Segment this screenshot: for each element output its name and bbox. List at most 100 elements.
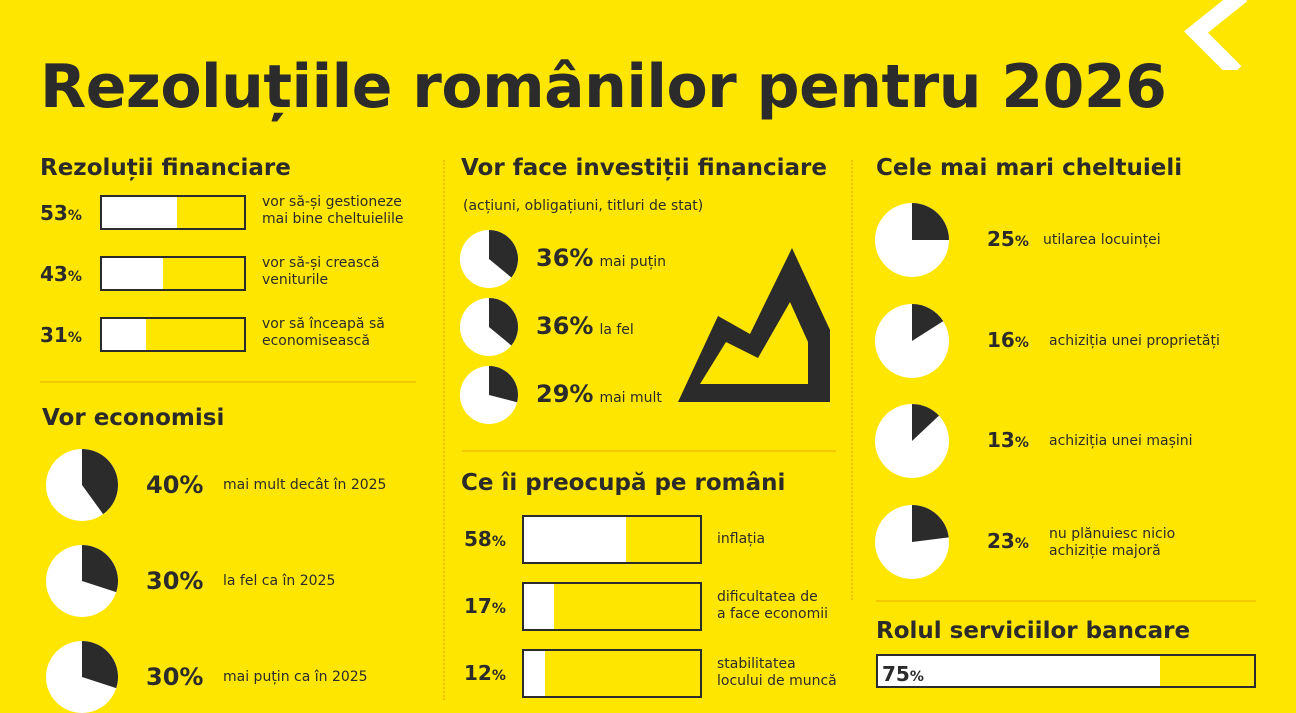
expense-label-3-line: nu plănuiesc nicio	[1049, 526, 1176, 542]
resolution-value-0-value: 53	[40, 201, 68, 225]
worry-value-0-unit: %	[491, 534, 506, 550]
resolution-value-2-value: 31	[40, 323, 68, 347]
mountain-icon	[678, 248, 830, 402]
resolution-value-0-unit: %	[67, 208, 82, 224]
chart-3-subtitle: (acțiuni, obligațiuni, titluri de stat)	[463, 198, 704, 214]
worry-label-1-line: a face economii	[717, 606, 829, 622]
invest-value-2-unit: %	[569, 380, 594, 408]
invest-value-0: 36% mai puțin	[536, 244, 666, 272]
invest-value-1-number: 36	[536, 312, 570, 340]
save-value-2-unit: %	[179, 663, 204, 691]
expense-pie-1-slice	[912, 304, 944, 341]
column-divider-1	[443, 160, 445, 700]
invest-pie-1-slice	[489, 298, 518, 346]
resolution-bar-1	[100, 256, 246, 291]
resolution-bar-0	[100, 195, 246, 230]
save-pie-1	[46, 545, 118, 617]
worry-bar-1	[522, 582, 702, 631]
expense-value-1: 16%	[987, 328, 1029, 352]
expense-label-1-line: achiziția unei proprietăți	[1049, 333, 1220, 349]
column-divider-2	[851, 160, 853, 600]
resolution-label-0-line: vor să-și gestioneze	[262, 194, 402, 210]
resolution-value-1-value: 43	[40, 262, 68, 286]
resolution-label-1-line: vor să-și crească	[262, 255, 380, 271]
expense-value-2-unit: %	[1014, 435, 1029, 451]
worry-value-0-value: 58	[464, 527, 492, 551]
expense-label-0-line: utilarea locuinței	[1043, 232, 1161, 248]
expense-label-0: utilarea locuinței	[1043, 232, 1161, 249]
save-value-2: 30%	[146, 663, 203, 691]
expense-value-2: 13%	[987, 428, 1029, 452]
worry-label-2-line: stabilitatea	[717, 656, 796, 672]
chart-2-title: Vor economisi	[42, 405, 225, 431]
banking-value-0-value: 75	[882, 662, 910, 686]
banking-bar-0-fill	[878, 656, 1160, 686]
expense-pie-0-slice	[912, 203, 949, 240]
expense-pie-3	[875, 505, 949, 579]
resolution-label-2-line: vor să înceapă să	[262, 316, 385, 332]
save-value-0-value: 40	[146, 471, 180, 499]
expense-label-1: achiziția unei proprietăți	[1049, 333, 1220, 350]
expense-pie-3-slice	[912, 505, 949, 542]
resolution-bar-0-fill	[102, 197, 178, 228]
expense-label-3-line: achiziție majoră	[1049, 543, 1161, 559]
save-label-2: mai puțin ca în 2025	[223, 669, 368, 685]
expense-value-3-unit: %	[1014, 536, 1029, 552]
save-value-0: 40%	[146, 471, 203, 499]
invest-value-2: 29% mai mult	[536, 380, 662, 408]
worry-bar-2	[522, 649, 702, 698]
invest-label-0: mai puțin	[599, 254, 667, 270]
worry-label-0-line: inflația	[717, 531, 766, 547]
expense-value-3-value: 23	[987, 529, 1015, 553]
save-label-0: mai mult decât în 2025	[223, 477, 387, 493]
chevron-left-icon	[1184, 0, 1248, 70]
expense-label-2-line: achiziția unei mașini	[1049, 433, 1193, 449]
chart-6-title: Rolul serviciilor bancare	[876, 618, 1191, 644]
worry-label-2-line: locului de muncă	[717, 673, 837, 689]
save-value-1-unit: %	[179, 567, 204, 595]
chart-4-title: Ce îi preocupă pe români	[461, 470, 786, 496]
worry-value-2: 12%	[464, 661, 506, 685]
worry-label-1-line: dificultatea de	[717, 589, 818, 605]
invest-value-1: 36% la fel	[536, 312, 634, 340]
worry-value-1: 17%	[464, 594, 506, 618]
expense-value-3: 23%	[987, 529, 1029, 553]
resolution-bar-2	[100, 317, 246, 352]
expense-value-1-unit: %	[1014, 335, 1029, 351]
worry-value-1-unit: %	[491, 601, 506, 617]
invest-label-2: mai mult	[599, 390, 662, 406]
invest-label-1: la fel	[599, 322, 634, 338]
worry-bar-2-fill	[524, 651, 546, 696]
resolution-label-1: vor să-și crească veniturile	[262, 255, 380, 289]
resolution-value-0: 53%	[40, 201, 82, 225]
invest-pie-2-slice	[489, 366, 518, 403]
worry-label-2: stabilitatea locului de muncă	[717, 656, 837, 690]
resolution-label-0-line: mai bine cheltuielile	[262, 211, 404, 227]
banking-value-0: 75%	[882, 662, 924, 686]
invest-pie-0	[460, 230, 518, 288]
expense-value-0: 25%	[987, 227, 1029, 251]
chart-3-title: Vor face investiții financiare	[461, 155, 827, 181]
worry-bar-1-fill	[524, 584, 554, 629]
invest-value-0-number: 36	[536, 244, 570, 272]
resolution-bar-2-fill	[102, 319, 147, 350]
save-label-1: la fel ca în 2025	[223, 573, 336, 589]
banking-value-0-unit: %	[909, 669, 924, 685]
worry-value-1-value: 17	[464, 594, 492, 618]
save-pie-2	[46, 641, 118, 713]
worry-value-0: 58%	[464, 527, 506, 551]
worry-bar-0-fill	[524, 517, 627, 562]
worry-value-2-unit: %	[491, 668, 506, 684]
expense-label-2: achiziția unei mașini	[1049, 433, 1193, 450]
save-value-2-value: 30	[146, 663, 180, 691]
resolution-bar-1-fill	[102, 258, 164, 289]
chart-1-title: Rezoluții financiare	[40, 155, 291, 181]
banking-bar-0	[876, 654, 1256, 688]
resolution-label-2-line: economisească	[262, 333, 370, 349]
expense-pie-0	[875, 203, 949, 277]
expense-value-2-value: 13	[987, 428, 1015, 452]
section-divider	[40, 381, 416, 383]
page-title: Rezoluțiile românilor pentru 2026	[40, 52, 1167, 122]
resolution-value-1: 43%	[40, 262, 82, 286]
resolution-label-2: vor să înceapă să economisească	[262, 316, 385, 350]
